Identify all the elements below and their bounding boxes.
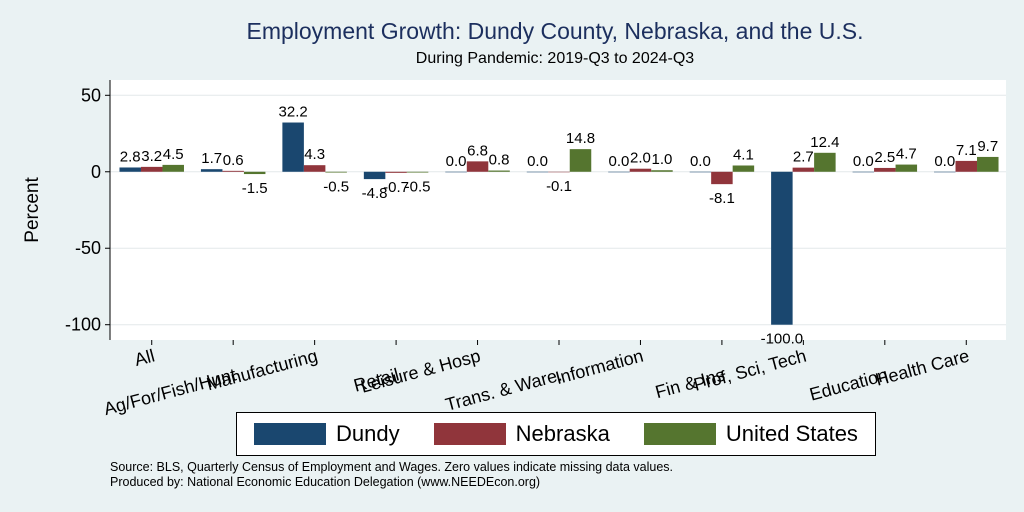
- bar: [466, 161, 489, 172]
- bar: [771, 171, 793, 325]
- data-label: 32.2: [279, 104, 308, 121]
- x-tick-label: Trans. & Ware.: [443, 365, 564, 415]
- bar: [406, 171, 429, 173]
- data-label: 4.3: [304, 146, 325, 163]
- data-label: -100.0: [761, 331, 804, 348]
- data-label: 0.0: [527, 153, 548, 170]
- bar: [934, 171, 956, 173]
- data-label: 12.4: [810, 134, 839, 151]
- footer-source: Source: BLS, Quarterly Census of Employm…: [110, 460, 674, 474]
- bar: [325, 171, 347, 173]
- data-label: 2.0: [630, 150, 651, 167]
- data-label: -0.5: [405, 179, 431, 196]
- y-axis-label: Percent: [22, 177, 43, 243]
- data-label: 0.8: [489, 152, 510, 169]
- data-label: 9.7: [977, 138, 998, 155]
- bar: [651, 170, 673, 172]
- bar: [977, 156, 999, 172]
- legend-label-dundy: Dundy: [336, 421, 400, 446]
- data-label: -1.5: [242, 180, 268, 197]
- data-label: 0.0: [690, 153, 711, 170]
- legend-label-united-states: United States: [725, 421, 858, 446]
- bar: [282, 122, 304, 172]
- bar: [303, 165, 326, 172]
- x-tick-label: All: [132, 346, 157, 370]
- bar: [689, 171, 712, 173]
- bar: [955, 160, 978, 172]
- data-label: 3.2: [141, 148, 162, 165]
- data-label: -0.5: [323, 179, 349, 196]
- data-label: 4.1: [733, 146, 754, 163]
- data-label: 0.0: [609, 153, 630, 170]
- data-label: 7.1: [956, 142, 977, 159]
- bar: [445, 171, 467, 173]
- bar: [569, 149, 592, 172]
- data-label: 6.8: [467, 142, 488, 159]
- bar: [162, 164, 184, 172]
- x-tick-label: Information: [553, 346, 645, 389]
- y-tick-label: -50: [75, 238, 101, 258]
- x-tick-label: Health Care: [873, 346, 971, 390]
- bar: [608, 171, 630, 173]
- legend-swatch-nebraska: [433, 423, 506, 445]
- legend-swatch-dundy: [254, 423, 327, 445]
- data-label: 1.7: [201, 150, 222, 167]
- data-label: 4.5: [163, 146, 184, 163]
- data-label: 2.5: [874, 149, 895, 166]
- bar: [792, 167, 815, 172]
- y-tick-label: 50: [81, 85, 101, 105]
- data-label: 4.7: [896, 146, 917, 163]
- bar: [385, 171, 407, 173]
- bar: [895, 164, 918, 172]
- bar: [363, 171, 386, 180]
- data-label: -4.8: [362, 185, 388, 202]
- data-label: 2.7: [793, 149, 814, 166]
- bar: [852, 171, 875, 173]
- bar: [814, 152, 836, 172]
- data-label: 1.0: [652, 151, 673, 168]
- data-label: -8.1: [709, 190, 735, 207]
- data-label: 0.0: [853, 153, 874, 170]
- legend-item-nebraska: Nebraska: [433, 421, 610, 447]
- x-tick-label: Prof, Sci, Tech: [691, 346, 808, 395]
- bar: [119, 167, 141, 172]
- legend-label-nebraska: Nebraska: [515, 421, 610, 446]
- bar: [732, 165, 755, 172]
- bar: [488, 170, 510, 172]
- bar: [526, 171, 549, 173]
- bar: [200, 169, 223, 172]
- data-label: 2.8: [120, 148, 141, 165]
- chart-subtitle: During Pandemic: 2019-Q3 to 2024-Q3: [415, 50, 695, 67]
- data-label: 0.6: [223, 152, 244, 169]
- data-label: -0.1: [546, 178, 572, 195]
- plot-area: [110, 80, 1006, 340]
- x-tick-label: Manufacturing: [204, 346, 319, 395]
- legend-item-united-states: United States: [643, 421, 858, 447]
- data-label: 0.0: [934, 153, 955, 170]
- footer-produced-by: Produced by: National Economic Education…: [110, 475, 541, 489]
- data-label: -0.7: [383, 179, 409, 196]
- bar: [140, 166, 163, 172]
- bar: [711, 171, 733, 185]
- y-tick-label: -100: [65, 315, 101, 335]
- y-tick-label: 0: [91, 162, 101, 182]
- legend-item-dundy: Dundy: [254, 421, 400, 447]
- bar: [548, 171, 570, 173]
- bar: [874, 167, 896, 172]
- data-label: 14.8: [566, 130, 595, 147]
- bar: [222, 170, 244, 172]
- chart-legend: Dundy Nebraska United States: [236, 412, 876, 456]
- bar: [243, 171, 266, 175]
- data-label: 0.0: [446, 153, 467, 170]
- bar: [629, 168, 652, 172]
- chart-title: Employment Growth: Dundy County, Nebrask…: [246, 18, 864, 44]
- legend-swatch-united-states: [643, 423, 716, 445]
